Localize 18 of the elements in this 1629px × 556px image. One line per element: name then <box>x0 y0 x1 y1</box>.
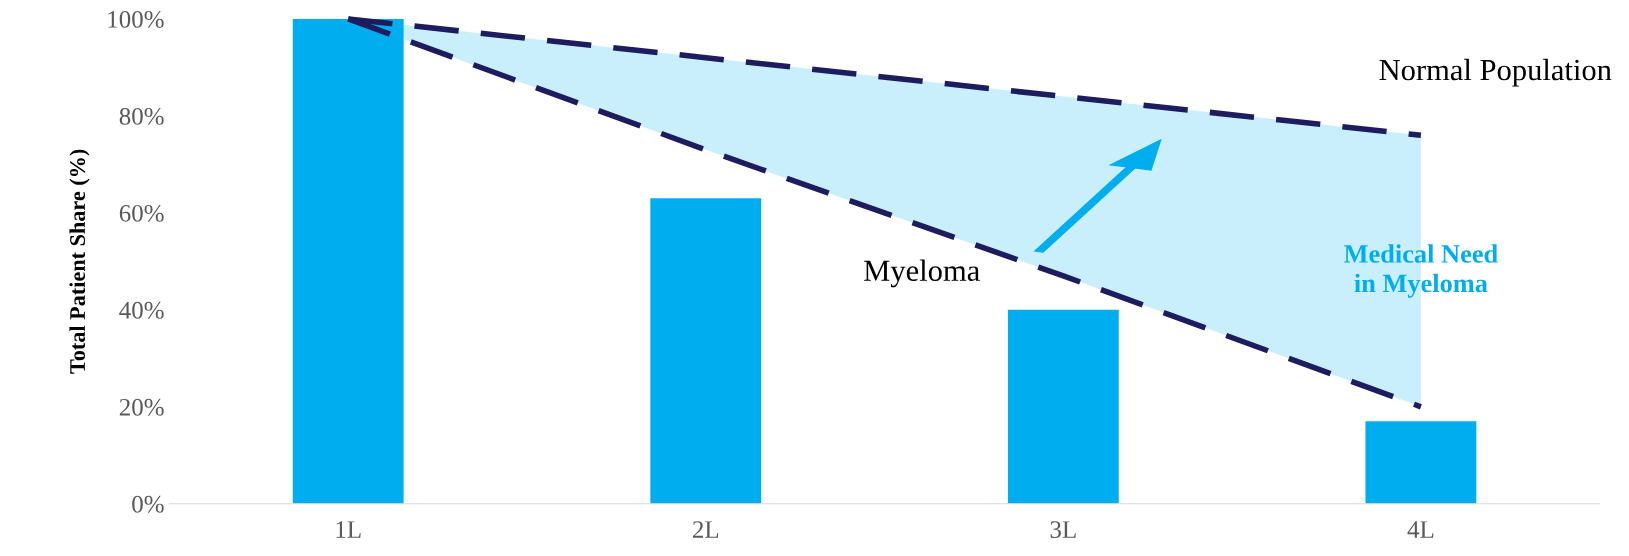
y-axis-title: Total Patient Share (%) <box>69 149 90 374</box>
x-tick-label: 3L <box>1050 521 1076 538</box>
y-tick-label: 0% <box>132 495 164 513</box>
series-label: Normal Population <box>1379 58 1612 87</box>
bar <box>292 18 404 504</box>
x-tick-label: 2L <box>692 521 719 538</box>
bar <box>650 198 762 504</box>
y-tick-label: 80% <box>119 107 164 125</box>
bar <box>1365 421 1477 504</box>
y-tick-label: 20% <box>119 398 164 416</box>
x-tick-label: 1L <box>336 521 361 538</box>
annotation: Medical Need in Myeloma <box>1344 244 1498 298</box>
bar <box>1007 309 1119 504</box>
y-tick-label: 40% <box>119 301 164 319</box>
y-tick-label: 60% <box>119 204 164 222</box>
x-tick-label: 4L <box>1407 521 1434 538</box>
y-tick-label: 100% <box>108 10 164 28</box>
series-label: Myeloma <box>864 259 980 288</box>
